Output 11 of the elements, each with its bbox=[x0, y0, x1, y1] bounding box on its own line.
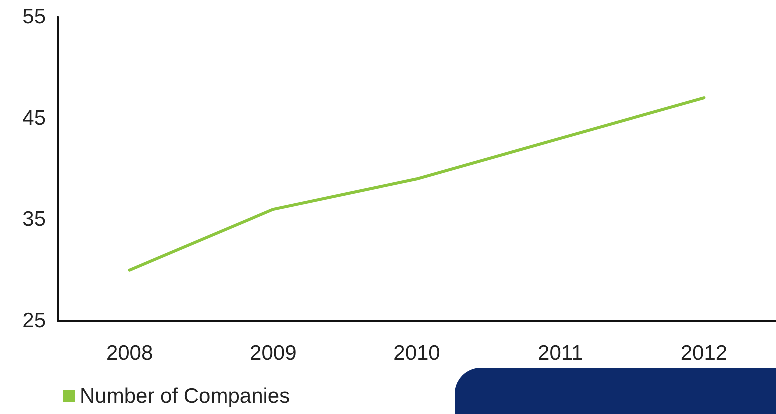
x-tick-label: 2012 bbox=[680, 342, 728, 365]
legend-label: Number of Companies bbox=[80, 385, 290, 408]
y-tick-label: 25 bbox=[22, 310, 46, 332]
y-tick-label: 45 bbox=[22, 106, 46, 130]
x-tick-label: 2008 bbox=[106, 342, 154, 365]
y-tick-label: 55 bbox=[22, 6, 46, 28]
line-series bbox=[128, 96, 706, 272]
x-tick-label: 2011 bbox=[538, 342, 584, 365]
x-tick-label: 2009 bbox=[250, 342, 297, 365]
x-tick-label: 2010 bbox=[394, 342, 440, 365]
y-tick-label: 35 bbox=[22, 208, 46, 232]
